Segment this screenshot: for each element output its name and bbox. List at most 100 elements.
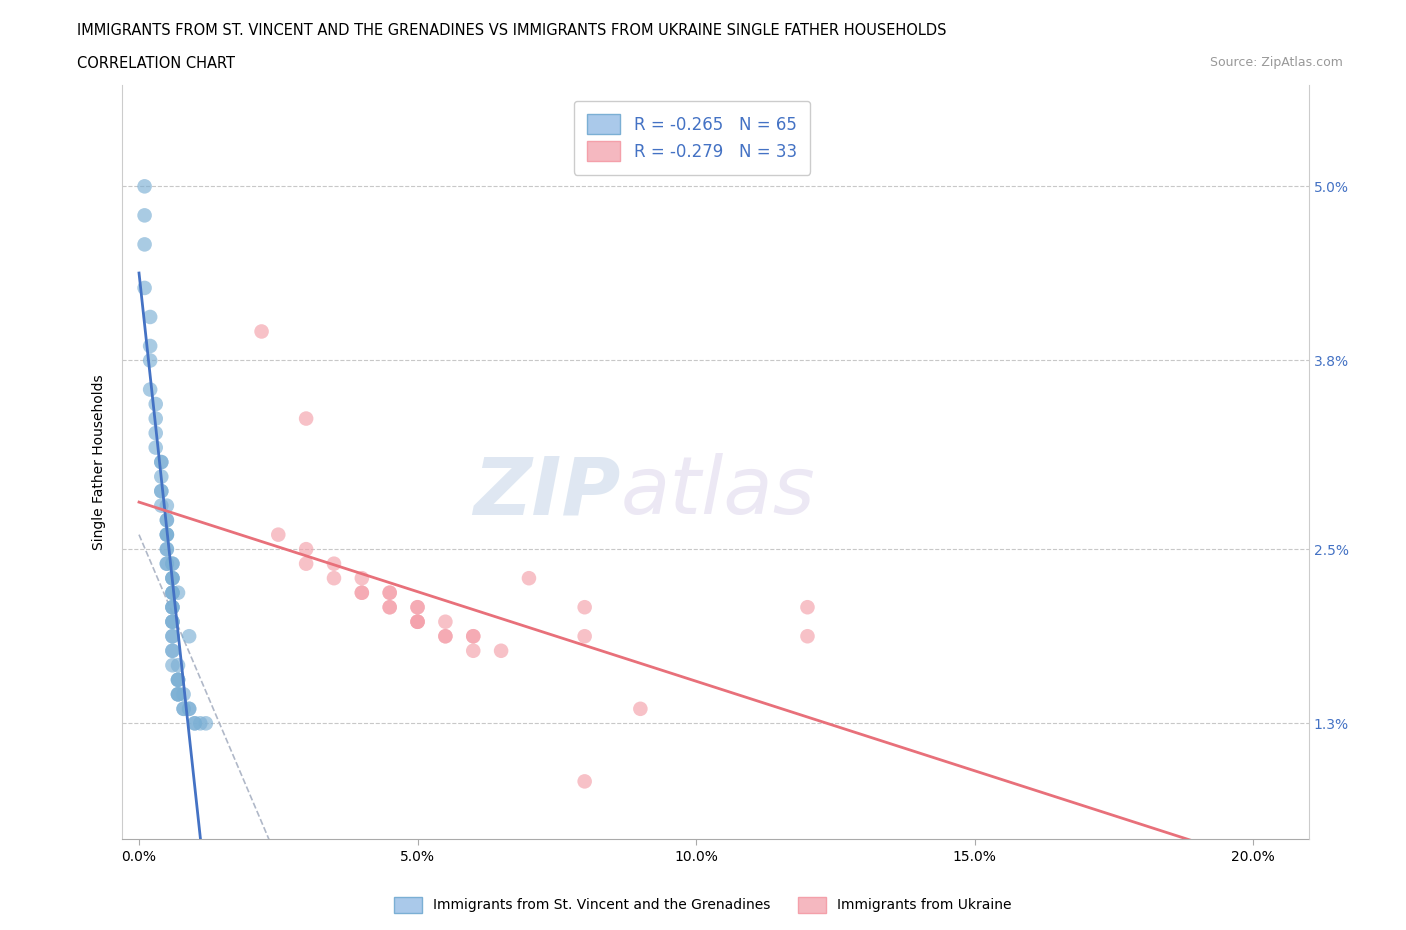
Point bbox=[350, 571, 373, 586]
Point bbox=[179, 701, 201, 716]
Point bbox=[150, 455, 173, 470]
Point bbox=[150, 469, 173, 484]
Point bbox=[156, 542, 179, 557]
Point bbox=[134, 208, 156, 223]
Point bbox=[156, 542, 179, 557]
Point bbox=[162, 644, 184, 658]
Point bbox=[162, 644, 184, 658]
Point bbox=[406, 600, 429, 615]
Point bbox=[796, 600, 818, 615]
Point bbox=[173, 701, 195, 716]
Legend: Immigrants from St. Vincent and the Grenadines, Immigrants from Ukraine: Immigrants from St. Vincent and the Gren… bbox=[388, 891, 1018, 919]
Point bbox=[434, 629, 457, 644]
Point bbox=[574, 774, 596, 789]
Point bbox=[463, 629, 485, 644]
Point bbox=[162, 600, 184, 615]
Point bbox=[167, 687, 190, 702]
Point bbox=[463, 629, 485, 644]
Point bbox=[167, 585, 190, 600]
Point bbox=[156, 527, 179, 542]
Point bbox=[162, 556, 184, 571]
Point bbox=[183, 716, 205, 731]
Point bbox=[162, 615, 184, 630]
Point bbox=[406, 615, 429, 630]
Point bbox=[156, 512, 179, 527]
Point bbox=[378, 585, 401, 600]
Point bbox=[574, 629, 596, 644]
Point bbox=[179, 629, 201, 644]
Point bbox=[162, 585, 184, 600]
Point bbox=[156, 556, 179, 571]
Point bbox=[250, 324, 273, 339]
Point bbox=[406, 600, 429, 615]
Point bbox=[145, 440, 167, 455]
Legend: R = -0.265   N = 65, R = -0.279   N = 33: R = -0.265 N = 65, R = -0.279 N = 33 bbox=[574, 100, 810, 175]
Point bbox=[378, 585, 401, 600]
Point bbox=[406, 615, 429, 630]
Point bbox=[156, 527, 179, 542]
Point bbox=[145, 426, 167, 441]
Point bbox=[323, 556, 346, 571]
Point bbox=[295, 556, 318, 571]
Point bbox=[162, 615, 184, 630]
Point bbox=[162, 629, 184, 644]
Point bbox=[162, 571, 184, 586]
Point bbox=[295, 411, 318, 426]
Point bbox=[350, 585, 373, 600]
Point bbox=[162, 585, 184, 600]
Point bbox=[167, 672, 190, 687]
Point bbox=[150, 484, 173, 498]
Point bbox=[145, 411, 167, 426]
Point bbox=[139, 353, 162, 368]
Point bbox=[434, 629, 457, 644]
Point bbox=[378, 600, 401, 615]
Point bbox=[434, 615, 457, 630]
Point bbox=[150, 498, 173, 513]
Point bbox=[194, 716, 217, 731]
Point bbox=[173, 701, 195, 716]
Point bbox=[295, 542, 318, 557]
Point bbox=[162, 585, 184, 600]
Point bbox=[162, 556, 184, 571]
Point bbox=[188, 716, 211, 731]
Point bbox=[167, 672, 190, 687]
Point bbox=[162, 571, 184, 586]
Point bbox=[489, 644, 512, 658]
Point bbox=[162, 600, 184, 615]
Point bbox=[162, 629, 184, 644]
Point bbox=[156, 527, 179, 542]
Text: IMMIGRANTS FROM ST. VINCENT AND THE GRENADINES VS IMMIGRANTS FROM UKRAINE SINGLE: IMMIGRANTS FROM ST. VINCENT AND THE GREN… bbox=[77, 23, 946, 38]
Point bbox=[463, 644, 485, 658]
Point bbox=[179, 701, 201, 716]
Text: ZIP: ZIP bbox=[474, 453, 620, 531]
Point bbox=[406, 615, 429, 630]
Point bbox=[167, 687, 190, 702]
Point bbox=[134, 237, 156, 252]
Point bbox=[156, 556, 179, 571]
Point bbox=[145, 396, 167, 411]
Point bbox=[139, 339, 162, 353]
Point bbox=[134, 179, 156, 193]
Point bbox=[323, 571, 346, 586]
Point bbox=[156, 512, 179, 527]
Point bbox=[267, 527, 290, 542]
Y-axis label: Single Father Households: Single Father Households bbox=[93, 374, 107, 550]
Point bbox=[162, 658, 184, 672]
Point bbox=[139, 310, 162, 325]
Point bbox=[517, 571, 540, 586]
Point bbox=[150, 455, 173, 470]
Point bbox=[796, 629, 818, 644]
Point bbox=[156, 498, 179, 513]
Point bbox=[183, 716, 205, 731]
Point bbox=[162, 571, 184, 586]
Point bbox=[167, 658, 190, 672]
Point bbox=[350, 585, 373, 600]
Point bbox=[167, 672, 190, 687]
Text: atlas: atlas bbox=[620, 453, 815, 531]
Point bbox=[574, 600, 596, 615]
Point bbox=[162, 615, 184, 630]
Point bbox=[167, 687, 190, 702]
Point bbox=[162, 600, 184, 615]
Text: Source: ZipAtlas.com: Source: ZipAtlas.com bbox=[1209, 56, 1343, 69]
Point bbox=[173, 687, 195, 702]
